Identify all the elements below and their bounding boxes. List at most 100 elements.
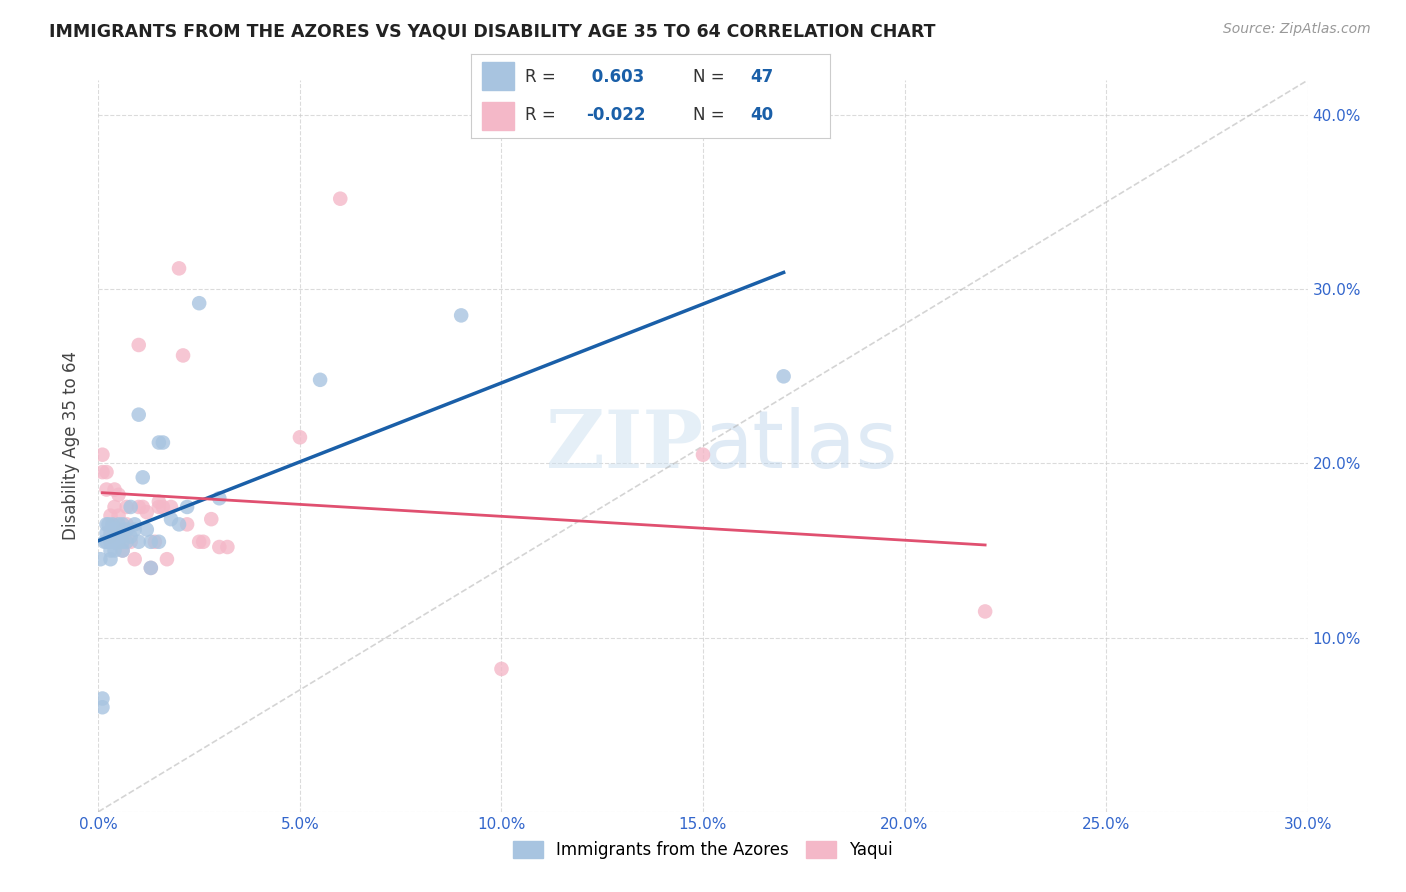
Point: [91, 700, 114, 714]
Point: [93, 534, 115, 549]
Point: [772, 369, 794, 384]
Point: [160, 512, 183, 526]
Point: [124, 552, 146, 566]
Point: [120, 534, 142, 549]
Point: [100, 508, 122, 523]
Point: [100, 552, 122, 566]
Point: [139, 561, 162, 575]
Point: [172, 348, 194, 362]
Point: [217, 540, 239, 554]
Text: N =: N =: [693, 106, 730, 124]
Point: [148, 500, 170, 514]
Point: [107, 530, 129, 544]
Point: [91, 448, 114, 462]
Point: [188, 296, 211, 310]
Point: [132, 470, 155, 484]
Point: [103, 526, 125, 541]
Point: [115, 517, 138, 532]
Text: 47: 47: [751, 69, 773, 87]
Point: [107, 488, 129, 502]
Point: [107, 508, 129, 523]
Point: [107, 523, 129, 537]
Point: [139, 534, 162, 549]
Point: [128, 338, 150, 352]
Point: [148, 534, 170, 549]
Point: [97, 517, 120, 532]
Point: [100, 534, 122, 549]
Point: [96, 526, 118, 541]
Point: [128, 534, 150, 549]
Point: [96, 465, 118, 479]
Text: R =: R =: [524, 69, 561, 87]
Point: [329, 192, 352, 206]
Y-axis label: Disability Age 35 to 64: Disability Age 35 to 64: [62, 351, 80, 541]
Point: [193, 534, 215, 549]
Text: ZIP: ZIP: [546, 407, 703, 485]
Point: [100, 526, 122, 541]
Point: [103, 483, 125, 497]
Bar: [482, 102, 515, 130]
Point: [208, 491, 231, 506]
Point: [89, 552, 111, 566]
Text: 40: 40: [751, 106, 773, 124]
Bar: [482, 62, 515, 90]
Point: [132, 500, 155, 514]
Point: [100, 530, 122, 544]
Point: [124, 523, 146, 537]
Point: [96, 483, 118, 497]
Point: [128, 408, 150, 422]
Text: 0.603: 0.603: [586, 69, 644, 87]
Point: [139, 561, 162, 575]
Point: [208, 540, 231, 554]
Point: [96, 517, 118, 532]
Point: [111, 523, 134, 537]
Point: [167, 261, 190, 276]
Text: N =: N =: [693, 69, 730, 87]
Point: [152, 435, 174, 450]
Point: [143, 534, 166, 549]
Text: atlas: atlas: [703, 407, 897, 485]
Point: [309, 373, 332, 387]
Text: -0.022: -0.022: [586, 106, 645, 124]
Point: [111, 517, 134, 532]
Point: [111, 543, 134, 558]
Point: [491, 662, 513, 676]
Point: [188, 534, 211, 549]
Point: [176, 500, 198, 514]
Point: [148, 494, 170, 508]
Legend: Immigrants from the Azores, Yaqui: Immigrants from the Azores, Yaqui: [506, 834, 900, 865]
Point: [96, 534, 118, 549]
Point: [135, 505, 157, 519]
Point: [120, 500, 142, 514]
Point: [115, 500, 138, 514]
Point: [107, 534, 129, 549]
Point: [152, 500, 174, 514]
Point: [200, 512, 222, 526]
Point: [120, 530, 142, 544]
Point: [974, 604, 997, 618]
Point: [103, 500, 125, 514]
Point: [101, 517, 124, 532]
Point: [91, 691, 114, 706]
Point: [450, 309, 472, 323]
Point: [148, 435, 170, 450]
Point: [176, 517, 198, 532]
Point: [115, 523, 138, 537]
Point: [91, 465, 114, 479]
Text: R =: R =: [524, 106, 561, 124]
Text: Source: ZipAtlas.com: Source: ZipAtlas.com: [1223, 22, 1371, 37]
Point: [100, 543, 122, 558]
Point: [135, 523, 157, 537]
Point: [692, 448, 714, 462]
Point: [167, 517, 190, 532]
Point: [288, 430, 311, 444]
Point: [103, 534, 125, 549]
Point: [111, 543, 134, 558]
Point: [103, 543, 125, 558]
Point: [124, 517, 146, 532]
Point: [115, 534, 138, 549]
Point: [156, 552, 179, 566]
Point: [160, 500, 183, 514]
Point: [111, 534, 134, 549]
Text: IMMIGRANTS FROM THE AZORES VS YAQUI DISABILITY AGE 35 TO 64 CORRELATION CHART: IMMIGRANTS FROM THE AZORES VS YAQUI DISA…: [49, 22, 936, 40]
